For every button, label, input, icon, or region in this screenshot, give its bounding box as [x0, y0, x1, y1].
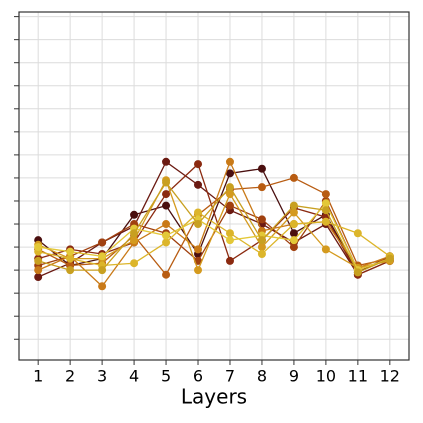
data-point [162, 238, 171, 247]
data-point [225, 256, 234, 265]
data-point [257, 164, 266, 173]
x-tick-label: 10 [316, 367, 336, 386]
data-point [225, 157, 234, 166]
data-point [66, 254, 75, 263]
data-point [257, 236, 266, 245]
series-line [37, 160, 391, 278]
data-point [162, 157, 171, 166]
data-point [162, 231, 171, 240]
data-point [289, 220, 298, 229]
series-line [38, 202, 391, 271]
x-axis-label: Layers [181, 385, 247, 409]
series-line [38, 181, 391, 274]
data-point [162, 201, 171, 210]
data-point [289, 208, 298, 217]
data-point [130, 229, 139, 238]
data-point [321, 245, 330, 254]
x-tick-label: 9 [289, 367, 299, 386]
series-line [37, 178, 390, 272]
data-point [194, 160, 203, 169]
data-point [162, 190, 171, 199]
data-point [98, 238, 107, 247]
x-tick-label: 8 [257, 367, 267, 386]
series-line [37, 177, 390, 276]
data-point [34, 256, 43, 265]
data-point [225, 201, 234, 210]
x-tick-label: 1 [33, 367, 43, 386]
data-point [257, 249, 266, 258]
data-point [130, 210, 139, 219]
data-point [194, 180, 203, 189]
data-point [257, 215, 266, 224]
data-point [225, 229, 234, 238]
data-point [66, 247, 75, 256]
plot-frame [18, 11, 410, 361]
series-line [38, 211, 391, 267]
data-point [225, 183, 234, 192]
series-line [38, 162, 391, 276]
x-tick-label: 4 [129, 367, 139, 386]
data-point [321, 199, 330, 208]
data-point [257, 183, 266, 192]
data-point [289, 229, 298, 238]
data-point [321, 190, 330, 199]
data-point [353, 268, 362, 277]
data-point [194, 208, 203, 217]
data-point [385, 254, 394, 263]
data-point [225, 190, 234, 199]
data-point [66, 266, 75, 275]
data-point [194, 245, 203, 254]
data-point [162, 178, 171, 187]
data-point [257, 243, 266, 252]
x-tick-label: 11 [348, 367, 368, 386]
data-point [130, 236, 139, 245]
data-point [98, 252, 107, 261]
x-tick-label: 5 [161, 367, 171, 386]
data-point [289, 243, 298, 252]
x-tick-label: 2 [65, 367, 75, 386]
data-point [98, 266, 107, 275]
data-point [321, 206, 330, 215]
data-point [34, 273, 43, 282]
data-point [289, 173, 298, 182]
data-point [225, 236, 234, 245]
data-point [34, 266, 43, 275]
data-point [289, 201, 298, 210]
x-tick-label: 12 [380, 367, 400, 386]
data-point [194, 266, 203, 275]
data-point [162, 220, 171, 229]
data-point [289, 236, 298, 245]
data-point [225, 169, 234, 178]
data-point [162, 270, 171, 279]
data-point [353, 229, 362, 238]
data-point [34, 243, 43, 252]
data-point [194, 220, 203, 229]
data-point [130, 259, 139, 268]
data-point [321, 217, 330, 226]
x-tick-label: 3 [97, 367, 107, 386]
x-tick-label: 7 [225, 367, 235, 386]
data-point [98, 282, 107, 291]
x-tick-label: 6 [193, 367, 203, 386]
